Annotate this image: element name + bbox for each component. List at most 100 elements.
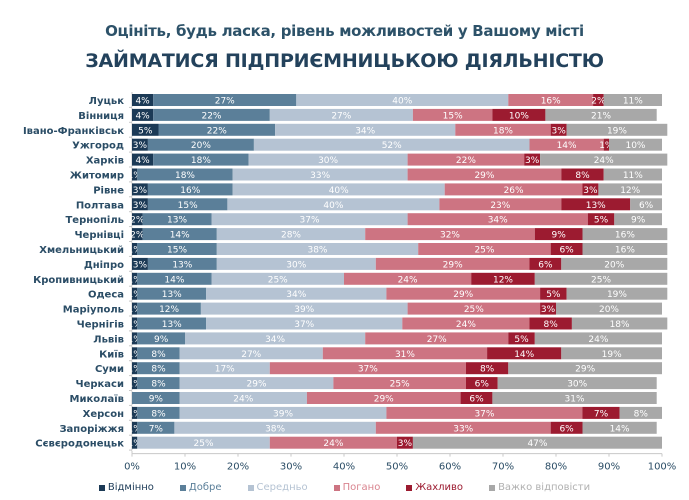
bar-segment — [132, 362, 138, 375]
data-label: 37% — [358, 365, 378, 375]
data-label: 6% — [559, 246, 574, 256]
chart-title: ЗАЙМАТИСЯ ПІДПРИЄМНИЦЬКОЮ ДІЯЛЬНІСТЮ — [85, 50, 604, 72]
data-label: 20% — [191, 141, 211, 151]
category-label: Дніпро — [84, 260, 124, 271]
bar-segment — [561, 198, 631, 211]
bar-segment — [132, 392, 180, 404]
bar-segment — [137, 317, 207, 330]
data-label: 6% — [475, 380, 490, 390]
x-tick-label: 30% — [280, 462, 302, 473]
data-label: 4% — [135, 111, 150, 121]
data-label: 3% — [525, 156, 540, 166]
bar-segment — [132, 213, 143, 226]
bar-segment — [132, 168, 138, 181]
bar-segment — [253, 138, 530, 151]
data-label: 40% — [323, 201, 343, 211]
bar-segment — [147, 138, 254, 151]
bar-segment — [137, 377, 180, 390]
bar-segment — [232, 183, 445, 196]
legend-swatch-icon — [489, 484, 496, 491]
bar-segment — [487, 347, 562, 360]
data-label: 3% — [583, 186, 598, 196]
bar-segment — [137, 287, 207, 300]
bar-segment — [137, 362, 180, 375]
bar-segment — [455, 123, 551, 136]
x-tick-label: 50% — [386, 462, 408, 473]
legend-item: Добре — [179, 482, 222, 493]
category-label: Чернівці — [74, 230, 124, 241]
bar-segment — [275, 123, 456, 136]
stacked-bar-chart: Луцьк 4% 27% 40% 16% 2% 11% Вінниця 4% 22% 27% 15% 1… — [23, 92, 676, 473]
category-label: Маріуполь — [63, 305, 124, 316]
bar-segment — [550, 123, 567, 136]
data-label: 28% — [281, 231, 301, 241]
category-label: Сєвєродонецьк — [35, 439, 124, 450]
bar-segment — [211, 272, 344, 285]
legend-swatch-icon — [179, 484, 186, 491]
data-label: 10% — [625, 141, 645, 151]
data-label: 15% — [167, 246, 187, 256]
data-label: 6% — [538, 260, 553, 270]
bar-segment — [132, 421, 138, 434]
bar-segment — [269, 362, 466, 375]
x-tick-label: 70% — [492, 462, 514, 473]
data-label: 24% — [456, 320, 476, 330]
data-label: 33% — [453, 424, 473, 434]
data-label: 31% — [395, 350, 415, 360]
data-label: 24% — [233, 395, 253, 405]
data-label: 5% — [594, 216, 609, 226]
bar-segment — [614, 213, 662, 226]
data-label: 30% — [567, 380, 587, 390]
bar-segment — [206, 317, 403, 330]
bar-segment — [296, 94, 509, 106]
data-label: 29% — [474, 171, 494, 181]
bar-segment — [593, 94, 604, 106]
legend-label: Жахливо — [415, 482, 464, 493]
data-label: 27% — [215, 97, 235, 107]
x-tick-label: 0% — [124, 462, 140, 473]
bar-segment — [137, 168, 233, 181]
bar-segment — [137, 332, 185, 345]
data-label: 5% — [138, 126, 153, 136]
data-label: 8% — [151, 365, 166, 375]
category-label: Харків — [86, 156, 124, 167]
bar-segment — [269, 436, 397, 449]
data-label: 7% — [594, 409, 609, 419]
bar-segment — [524, 153, 541, 166]
bar-segment — [571, 317, 668, 330]
category-label: Хмельницький — [39, 245, 124, 256]
data-label: 29% — [374, 395, 394, 405]
x-tick-label: 80% — [545, 462, 567, 473]
bar-segment — [534, 272, 668, 285]
legend-swatch-icon — [247, 484, 254, 491]
data-label: 29% — [575, 365, 595, 375]
bar-segment — [306, 392, 461, 404]
data-label: 1% — [599, 141, 614, 151]
bar-segment — [582, 183, 599, 196]
bar-segment — [497, 377, 657, 390]
bar-segment — [137, 436, 270, 449]
legend-label: Важко відповісти — [498, 482, 591, 493]
data-label: 19% — [607, 126, 627, 136]
bar-segment — [540, 287, 567, 300]
data-label: 25% — [474, 246, 494, 256]
category-label: Одеса — [88, 290, 124, 301]
bar-segment — [132, 198, 148, 211]
data-label: 37% — [474, 409, 494, 419]
data-label: 25% — [464, 305, 484, 315]
bar-segment — [132, 138, 148, 151]
bar-segment — [132, 377, 138, 390]
bar-segment — [158, 123, 276, 136]
bar-segment — [508, 332, 535, 345]
data-label: 27% — [331, 111, 351, 121]
data-label: 8% — [151, 380, 166, 390]
bar-segment — [137, 406, 180, 419]
bar-segment — [603, 168, 662, 181]
bar-segment — [147, 257, 217, 270]
data-label: 3% — [552, 126, 567, 136]
data-label: 13% — [167, 216, 187, 226]
data-label: 8% — [634, 409, 649, 419]
data-label: 5% — [514, 335, 529, 345]
bar-segment — [153, 94, 297, 106]
bar-segment — [402, 317, 530, 330]
